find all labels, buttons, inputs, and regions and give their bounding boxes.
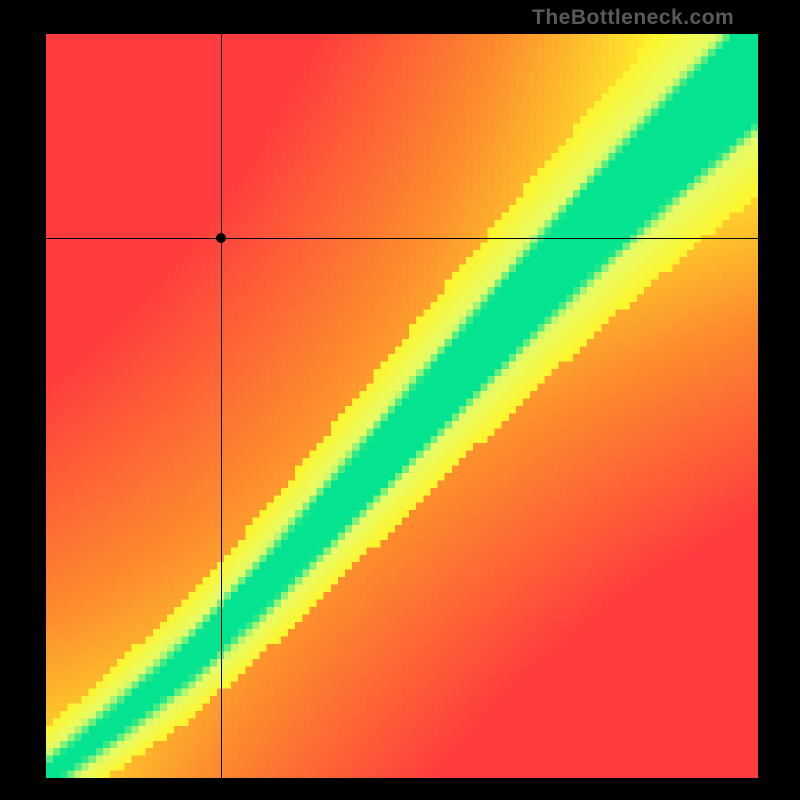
chart-container: TheBottleneck.com xyxy=(0,0,800,800)
crosshair-vertical xyxy=(221,34,222,778)
watermark-text: TheBottleneck.com xyxy=(532,6,734,30)
bottleneck-heatmap xyxy=(46,34,758,778)
data-point-marker xyxy=(216,233,226,243)
crosshair-horizontal xyxy=(46,238,758,239)
